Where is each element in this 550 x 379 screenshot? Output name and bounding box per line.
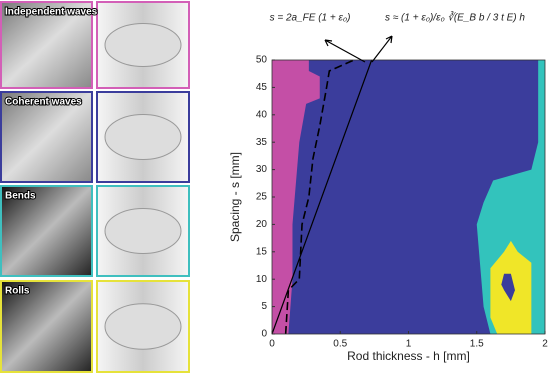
photo (0, 1, 93, 89)
annotation: s = 2a_FE (1 + ε₀) (270, 13, 351, 24)
photo (0, 91, 93, 183)
x-tick-label: 0 (269, 339, 275, 350)
y-tick-label: 50 (256, 55, 268, 66)
y-tick-label: 30 (256, 164, 268, 175)
y-tick-label: 40 (256, 109, 268, 120)
boundary-line (271, 59, 373, 335)
panel-label: Bends (5, 191, 36, 202)
y-tick-label: 25 (256, 192, 268, 203)
photo (0, 185, 93, 277)
y-tick-label: 35 (256, 137, 268, 148)
x-tick-label: 2 (542, 339, 548, 350)
boundary-line (284, 59, 355, 335)
arrow (324, 39, 366, 63)
arrow (371, 35, 393, 63)
render-shape (104, 208, 182, 254)
y-tick-label: 0 (261, 329, 267, 340)
render-shape (104, 303, 182, 350)
annotation: s ≈ (1 + ε₀)/ε₀ ∛(E_B b / 3 t E) h (385, 11, 525, 24)
y-tick-label: 45 (256, 82, 268, 93)
y-tick-label: 10 (256, 274, 268, 285)
panel-label: Coherent waves (5, 97, 82, 108)
y-tick-label: 20 (256, 219, 268, 230)
x-tick-label: 0.5 (333, 339, 347, 350)
x-tick-label: 1 (406, 339, 412, 350)
render-shape (104, 23, 182, 67)
render-shape (104, 114, 182, 160)
y-axis-label: Spacing - s [mm] (228, 152, 242, 242)
y-tick-label: 5 (261, 301, 267, 312)
panel-label: Rolls (5, 286, 30, 297)
photo (0, 280, 93, 373)
y-tick-label: 15 (256, 246, 268, 257)
region (501, 273, 515, 302)
x-tick-label: 1.5 (470, 339, 484, 350)
panel-label: Independent waves (5, 7, 98, 18)
x-axis-label: Rod thickness - h [mm] (347, 349, 470, 363)
region (272, 60, 320, 334)
